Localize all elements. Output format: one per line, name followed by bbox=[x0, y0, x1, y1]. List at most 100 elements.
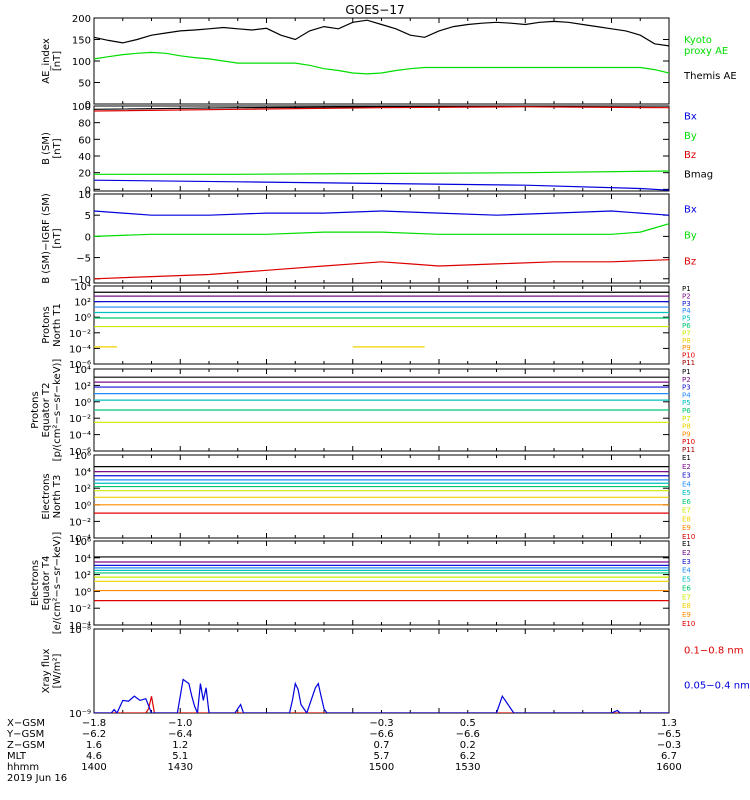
time-axis-value: 1430 bbox=[168, 762, 193, 773]
date-label: 2019 Jun 16 bbox=[7, 773, 67, 784]
legend-label: By bbox=[684, 131, 697, 142]
time-axis-value: 5.1 bbox=[172, 751, 188, 762]
panel-frame bbox=[93, 285, 670, 365]
y-tick-label: 40 bbox=[78, 152, 91, 163]
series-line bbox=[94, 259, 669, 280]
panel-frame bbox=[93, 628, 670, 714]
time-axis-value: −6.4 bbox=[168, 729, 192, 740]
y-axis-label-line: [W/m²] bbox=[52, 653, 63, 688]
legend-label: Kyoto bbox=[684, 35, 712, 46]
time-axis-value: −0.3 bbox=[369, 718, 393, 729]
y-tick-label: 0 bbox=[85, 100, 91, 111]
channel-legend-label: E9 bbox=[682, 611, 691, 619]
channel-legend-label: E9 bbox=[682, 524, 691, 532]
time-axis-value: 1.6 bbox=[86, 740, 102, 751]
legend-label: Bx bbox=[684, 112, 697, 123]
y-axis-label-line: [p/(cm²−s−sr−keV)] bbox=[52, 359, 63, 462]
y-tick-label: 10⁻⁴ bbox=[69, 534, 91, 545]
legend-label: Themis AE bbox=[683, 71, 737, 82]
channel-legend-label: E3 bbox=[682, 472, 691, 480]
panel-frame bbox=[93, 540, 670, 626]
y-tick-label: 10 bbox=[78, 190, 91, 201]
channel-legend-label: P9 bbox=[682, 430, 691, 438]
y-tick-label: 0 bbox=[85, 232, 91, 243]
channel-legend-label: E2 bbox=[682, 463, 691, 471]
y-axis-label-line: Protons bbox=[41, 306, 52, 343]
channel-legend-label: E8 bbox=[682, 602, 691, 610]
y-tick-label: 10² bbox=[74, 484, 91, 495]
channel-legend-label: P7 bbox=[682, 415, 691, 423]
channel-legend-label: P8 bbox=[682, 337, 691, 345]
channel-legend-label: E1 bbox=[682, 454, 691, 462]
legend-label: proxy AE bbox=[684, 46, 728, 57]
series-line bbox=[94, 179, 669, 191]
y-axis-label: ProtonsNorth T1 bbox=[41, 303, 63, 347]
series-line bbox=[94, 106, 669, 112]
y-axis-label-line: [nT] bbox=[52, 228, 63, 248]
legend-label: By bbox=[684, 231, 697, 242]
y-axis-label: AE_index[nT] bbox=[41, 38, 63, 84]
channel-legend-label: P6 bbox=[682, 322, 691, 330]
y-axis-label-line: Xray flux bbox=[41, 649, 52, 694]
legend-label: Bx bbox=[684, 204, 697, 215]
y-axis-label: ProtonsEquator T2[p/(cm²−s−sr−keV)] bbox=[30, 359, 63, 462]
panel-frame bbox=[93, 105, 670, 192]
y-tick-label: 10⁻⁴ bbox=[69, 431, 91, 442]
y-tick-label: 10⁰ bbox=[74, 398, 91, 409]
channel-legend-label: P4 bbox=[682, 391, 691, 399]
y-tick-label: 10⁻⁶ bbox=[69, 447, 91, 458]
time-axis-value: −6.6 bbox=[456, 729, 480, 740]
y-axis-label-line: Equator T2 bbox=[41, 383, 52, 438]
series-line bbox=[94, 696, 669, 713]
panel-7: 10⁻⁴ 10⁻² 10⁰ 10² 10⁴ 10⁶ ElectronsEquator T4[… bbox=[30, 532, 695, 635]
y-tick-label: 10⁻² bbox=[69, 329, 91, 340]
time-axis-value: 6.7 bbox=[661, 751, 677, 762]
y-tick-label: 10⁴ bbox=[74, 468, 91, 479]
y-tick-label: 10⁰ bbox=[74, 501, 91, 512]
panel-3: −10 −5 0 5 10 B (SM)−IGRF (SM)[nT] Bx By Bz bbox=[41, 190, 697, 286]
y-axis-label-line: Equator T4 bbox=[41, 556, 52, 611]
y-tick-label: 200 bbox=[72, 14, 91, 25]
time-axis-value: 1400 bbox=[81, 762, 106, 773]
channel-legend-label: P5 bbox=[682, 399, 691, 407]
channel-legend-label: E3 bbox=[682, 558, 691, 566]
channel-legend-label: P5 bbox=[682, 315, 691, 323]
series-line bbox=[94, 170, 669, 175]
y-tick-label: 10⁻⁶ bbox=[69, 360, 91, 371]
y-axis-label-line: [e/(cm²−s−sr−keV)] bbox=[52, 532, 63, 635]
channel-legend-label: E7 bbox=[682, 593, 691, 601]
series-line bbox=[94, 223, 669, 237]
channel-legend-label: E4 bbox=[682, 567, 691, 575]
channel-legend-label: P11 bbox=[682, 446, 695, 454]
channel-legend-label: P4 bbox=[682, 307, 691, 315]
panel-frame bbox=[93, 454, 670, 539]
channel-legend-label: P11 bbox=[682, 359, 695, 367]
channel-legend-label: P9 bbox=[682, 344, 691, 352]
channel-legend-label: P3 bbox=[682, 384, 691, 392]
time-axis-row-label: X−GSM bbox=[7, 718, 45, 729]
time-axis-row-label: MLT bbox=[7, 751, 27, 762]
time-axis-value: 1.3 bbox=[661, 718, 677, 729]
y-tick-label: −10 bbox=[70, 275, 91, 286]
y-tick-label: 50 bbox=[78, 79, 91, 90]
y-axis-label-line: Electrons bbox=[30, 560, 41, 606]
y-axis-label: Xray flux[W/m²] bbox=[41, 649, 63, 694]
channel-legend-label: E5 bbox=[682, 576, 691, 584]
time-axis-value: −1.0 bbox=[168, 718, 192, 729]
channel-legend-label: P8 bbox=[682, 423, 691, 431]
time-axis-value: −0.3 bbox=[657, 740, 681, 751]
time-axis-value: 4.6 bbox=[86, 751, 102, 762]
legend-label: 0.05−0.4 nm bbox=[684, 681, 750, 692]
channel-legend-label: P3 bbox=[682, 300, 691, 308]
y-tick-label: 10⁻² bbox=[69, 414, 91, 425]
series-line bbox=[94, 51, 669, 75]
channel-legend-label: E6 bbox=[682, 498, 691, 506]
y-tick-label: 150 bbox=[72, 36, 91, 47]
y-tick-label: 10⁴ bbox=[74, 365, 91, 376]
time-axis-value: 5.7 bbox=[374, 751, 390, 762]
y-axis-label-line: B (SM) bbox=[41, 132, 52, 165]
y-axis-label-line: North T3 bbox=[52, 475, 63, 519]
y-tick-label: 10⁰ bbox=[74, 587, 91, 598]
